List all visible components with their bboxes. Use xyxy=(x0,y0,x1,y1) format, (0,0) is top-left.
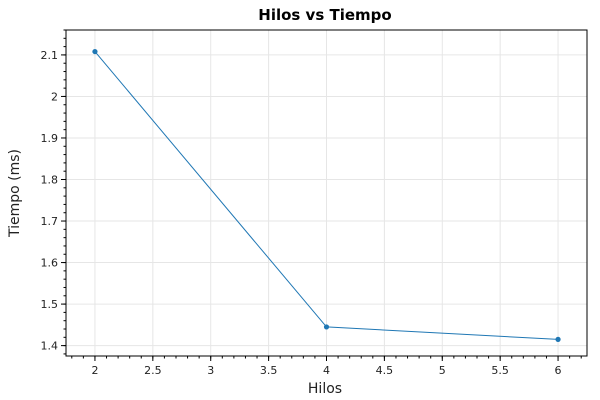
y-tick-label: 1.6 xyxy=(41,257,59,270)
x-tick-label: 5.5 xyxy=(491,364,509,377)
x-tick-label: 6 xyxy=(555,364,562,377)
y-axis-label: Tiempo (ms) xyxy=(7,149,23,238)
grid xyxy=(66,30,587,356)
x-tick-label: 4.5 xyxy=(376,364,394,377)
series-layer xyxy=(92,48,561,342)
x-tick-label: 4 xyxy=(323,364,330,377)
x-tick-label: 3.5 xyxy=(260,364,278,377)
y-tick-label: 1.8 xyxy=(41,174,59,187)
y-tick-label: 2 xyxy=(51,90,58,103)
x-tick-label: 2.5 xyxy=(144,364,162,377)
y-tick-label: 2.1 xyxy=(41,49,59,62)
chart-title: Hilos vs Tiempo xyxy=(258,6,391,24)
x-axis-label: Hilos xyxy=(308,381,342,397)
data-point xyxy=(323,324,330,330)
data-point xyxy=(92,48,98,55)
y-tick-label: 1.7 xyxy=(41,215,59,228)
data-point xyxy=(555,336,561,342)
y-tick-label: 1.4 xyxy=(41,340,59,353)
y-tick-label: 1.9 xyxy=(41,132,59,145)
x-tick-label: 3 xyxy=(207,364,214,377)
x-tick-label: 5 xyxy=(439,364,446,377)
y-axis: 1.4 1.5 1.6 1.7 1.8 1.9 2 2.1 xyxy=(41,29,66,355)
x-tick-label: 2 xyxy=(91,364,98,377)
x-axis: 2 2.5 3 3.5 4 4.5 5 5.5 6 xyxy=(71,356,582,377)
y-tick-label: 1.5 xyxy=(41,298,59,311)
